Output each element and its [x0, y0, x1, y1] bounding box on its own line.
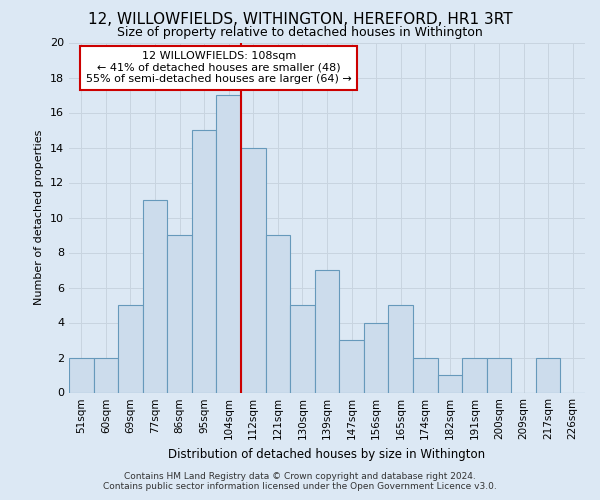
- Bar: [118, 305, 143, 392]
- Text: 12 WILLOWFIELDS: 108sqm
← 41% of detached houses are smaller (48)
55% of semi-de: 12 WILLOWFIELDS: 108sqm ← 41% of detache…: [86, 52, 352, 84]
- Bar: [167, 235, 192, 392]
- Bar: [69, 358, 94, 392]
- Bar: [217, 95, 241, 392]
- Y-axis label: Number of detached properties: Number of detached properties: [34, 130, 44, 305]
- Bar: [315, 270, 339, 392]
- Bar: [462, 358, 487, 392]
- Text: 12, WILLOWFIELDS, WITHINGTON, HEREFORD, HR1 3RT: 12, WILLOWFIELDS, WITHINGTON, HEREFORD, …: [88, 12, 512, 28]
- Bar: [94, 358, 118, 392]
- Bar: [192, 130, 217, 392]
- Bar: [487, 358, 511, 392]
- Bar: [364, 322, 388, 392]
- Bar: [266, 235, 290, 392]
- Bar: [339, 340, 364, 392]
- Text: Size of property relative to detached houses in Withington: Size of property relative to detached ho…: [117, 26, 483, 39]
- Bar: [241, 148, 266, 392]
- Bar: [437, 375, 462, 392]
- Bar: [388, 305, 413, 392]
- Text: Contains HM Land Registry data © Crown copyright and database right 2024.
Contai: Contains HM Land Registry data © Crown c…: [103, 472, 497, 491]
- Bar: [413, 358, 437, 392]
- Bar: [290, 305, 315, 392]
- X-axis label: Distribution of detached houses by size in Withington: Distribution of detached houses by size …: [169, 448, 485, 461]
- Bar: [536, 358, 560, 392]
- Bar: [143, 200, 167, 392]
